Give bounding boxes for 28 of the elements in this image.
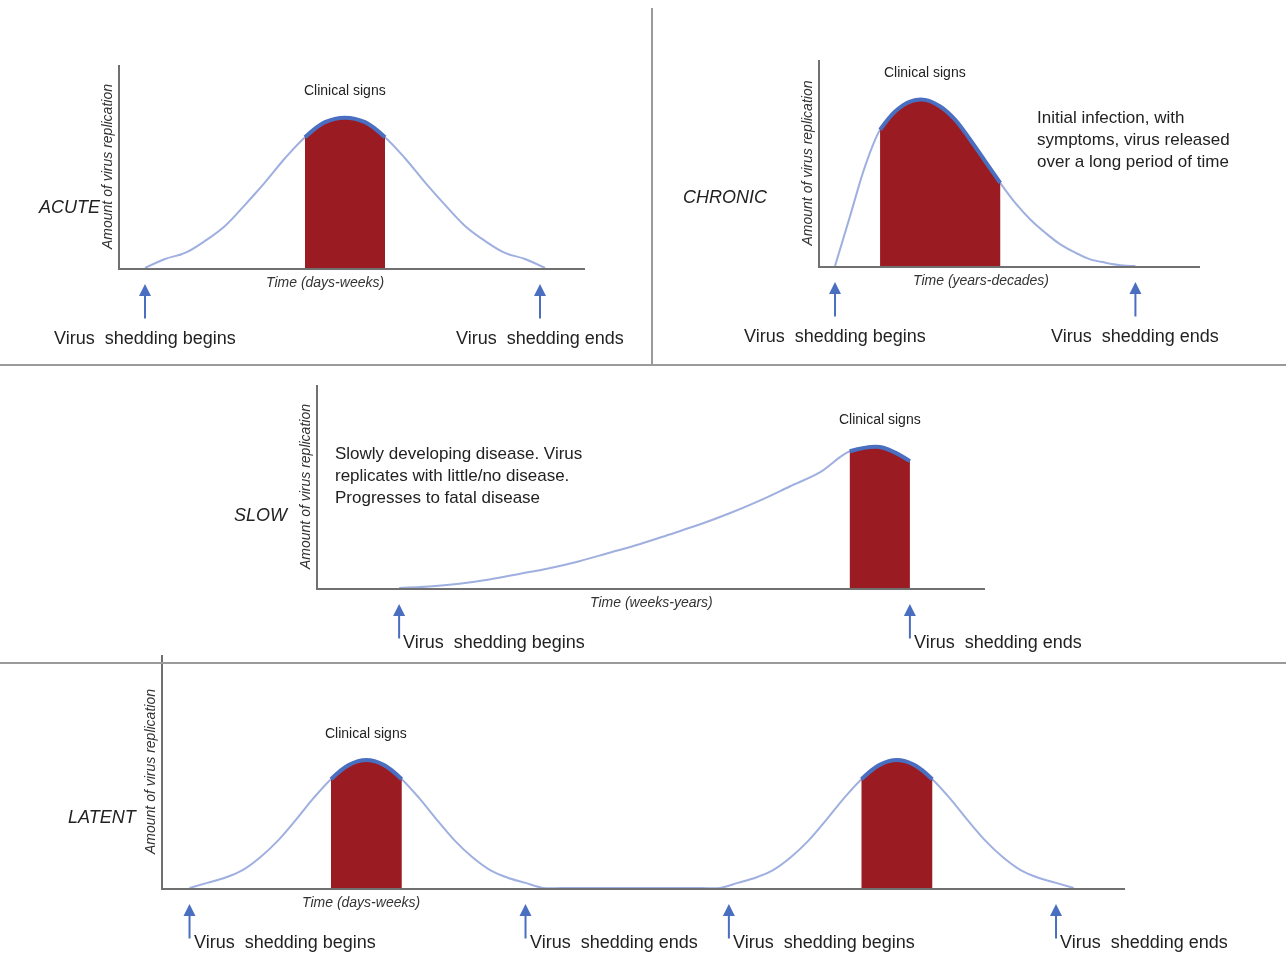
text: Clinical signs	[884, 64, 966, 80]
x-axis-title: Time (days-weeks)	[302, 894, 421, 910]
text: Virus shedding begins	[733, 932, 915, 952]
annotation: Initial infection, with symptoms, virus released over a long period of time	[1037, 108, 1230, 172]
text: Clinical signs	[325, 725, 407, 741]
text: Virus shedding ends	[1051, 326, 1219, 346]
y-axis-title: Amount of virus replication	[297, 403, 314, 570]
annotation: Slowly developing disease. Virus replicates with little/no disease. Progresses to fatal disease	[335, 444, 583, 508]
y-axis-title: Amount of virus replication	[142, 688, 159, 855]
text: Virus shedding ends	[1060, 932, 1228, 952]
text: Virus shedding begins	[54, 328, 236, 348]
y-axis-title: Amount of virus replication	[99, 83, 116, 250]
y-axis-title: Amount of virus replication	[799, 80, 816, 247]
text: LATENT	[68, 807, 138, 827]
text: Virus shedding begins	[194, 932, 376, 952]
text: Virus shedding ends	[914, 632, 1082, 652]
x-axis-title: Time (weeks-years)	[590, 594, 713, 610]
text: SLOW	[234, 505, 290, 525]
text: Clinical signs	[839, 411, 921, 427]
text: Virus shedding begins	[744, 326, 926, 346]
x-axis-title: Time (days-weeks)	[266, 274, 385, 290]
text: CHRONIC	[683, 187, 768, 207]
text: Virus shedding ends	[456, 328, 624, 348]
text: Clinical signs	[304, 82, 386, 98]
text: Virus shedding begins	[403, 632, 585, 652]
x-axis-title: Time (years-decades)	[913, 272, 1050, 288]
text: Virus shedding ends	[530, 932, 698, 952]
text: ACUTE	[38, 197, 101, 217]
